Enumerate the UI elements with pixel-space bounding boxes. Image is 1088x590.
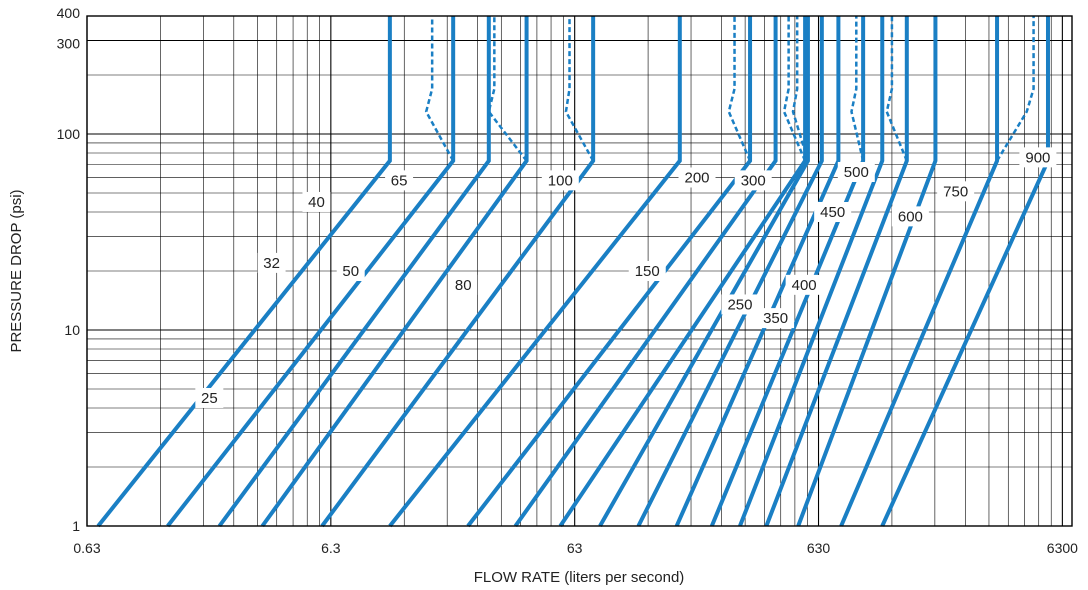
- curve-size-300: [636, 16, 824, 527]
- y-tick-label: 100: [57, 126, 81, 142]
- curve-size-250-extended: [791, 16, 810, 162]
- curve-size-500-extended: [885, 16, 908, 162]
- curve-label-bg: [1019, 147, 1057, 168]
- curve-label-bg: [541, 170, 579, 191]
- curve-label-bg: [628, 261, 666, 281]
- curve-label-450: 450: [820, 204, 845, 221]
- curve-label-bg: [257, 252, 286, 273]
- curve-size-450: [738, 16, 885, 527]
- curve-label-65: 65: [391, 172, 408, 189]
- plot-frame: [86, 15, 1073, 527]
- y-tick-label: 1: [72, 518, 80, 534]
- curve-size-400-extended: [850, 16, 865, 162]
- curve-size-100-extended: [727, 16, 752, 162]
- curve-label-750: 750: [943, 183, 968, 200]
- curve-label-bg: [891, 206, 929, 227]
- curve-label-bg: [195, 387, 224, 408]
- curve-label-40: 40: [308, 194, 325, 211]
- curve-label-600: 600: [898, 208, 923, 225]
- curve-label-150: 150: [635, 263, 660, 280]
- curve-size-40: [217, 16, 491, 528]
- x-tick-label: 630: [807, 540, 831, 556]
- curve-size-750-extended: [995, 16, 1035, 162]
- curve-label-200: 200: [685, 169, 710, 186]
- curve-label-300: 300: [741, 172, 766, 189]
- curve-label-bg: [937, 181, 975, 202]
- curve-size-600: [796, 16, 938, 527]
- curve-label-bg: [678, 167, 716, 188]
- curve-label-bg: [785, 274, 823, 295]
- x-tick-label: 63: [567, 540, 583, 556]
- curve-label-25: 25: [201, 390, 218, 407]
- y-axis-title: PRESSURE DROP (psi): [8, 189, 25, 352]
- curve-size-150: [513, 16, 778, 528]
- x-tick-label: 6300: [1047, 540, 1078, 556]
- chart-tick-labels: 0.63 6.3 63 630 6300 1 10 100 300 400: [57, 5, 1079, 556]
- curve-label-250: 250: [727, 296, 752, 313]
- curve-label-bg: [721, 294, 759, 315]
- curve-label-bg: [814, 201, 852, 222]
- y-tick-label: 10: [64, 322, 80, 338]
- curve-label-400: 400: [792, 277, 817, 294]
- curve-size-65-extended: [564, 16, 595, 162]
- curve-label-100: 100: [548, 172, 573, 189]
- curve-label-350: 350: [763, 310, 788, 327]
- curve-label-bg: [449, 274, 478, 295]
- curve-size-350: [674, 16, 841, 527]
- chart-grid: [86, 15, 1072, 527]
- curve-label-bg: [385, 170, 414, 191]
- curve-size-50-extended: [487, 16, 528, 162]
- curve-label-bg: [302, 191, 331, 212]
- curve-label-bg: [757, 308, 795, 329]
- x-axis-title: FLOW RATE (liters per second): [474, 569, 685, 586]
- curve-label-bg: [734, 170, 772, 191]
- curve-label-500: 500: [844, 164, 869, 181]
- x-tick-label: 6.3: [321, 540, 341, 556]
- curve-size-200-extended: [782, 16, 807, 162]
- curve-label-bg: [837, 161, 875, 182]
- x-tick-label: 0.63: [73, 540, 100, 556]
- curve-label-80: 80: [455, 277, 472, 294]
- curve-label-50: 50: [342, 263, 359, 280]
- curve-label-bg: [336, 261, 365, 281]
- curve-size-32-extended: [424, 16, 455, 162]
- y-tick-label: 300: [57, 35, 81, 51]
- curve-size-80: [388, 16, 682, 528]
- curve-label-32: 32: [263, 255, 280, 272]
- curve-label-900: 900: [1025, 149, 1050, 166]
- y-tick-label: 400: [57, 5, 81, 21]
